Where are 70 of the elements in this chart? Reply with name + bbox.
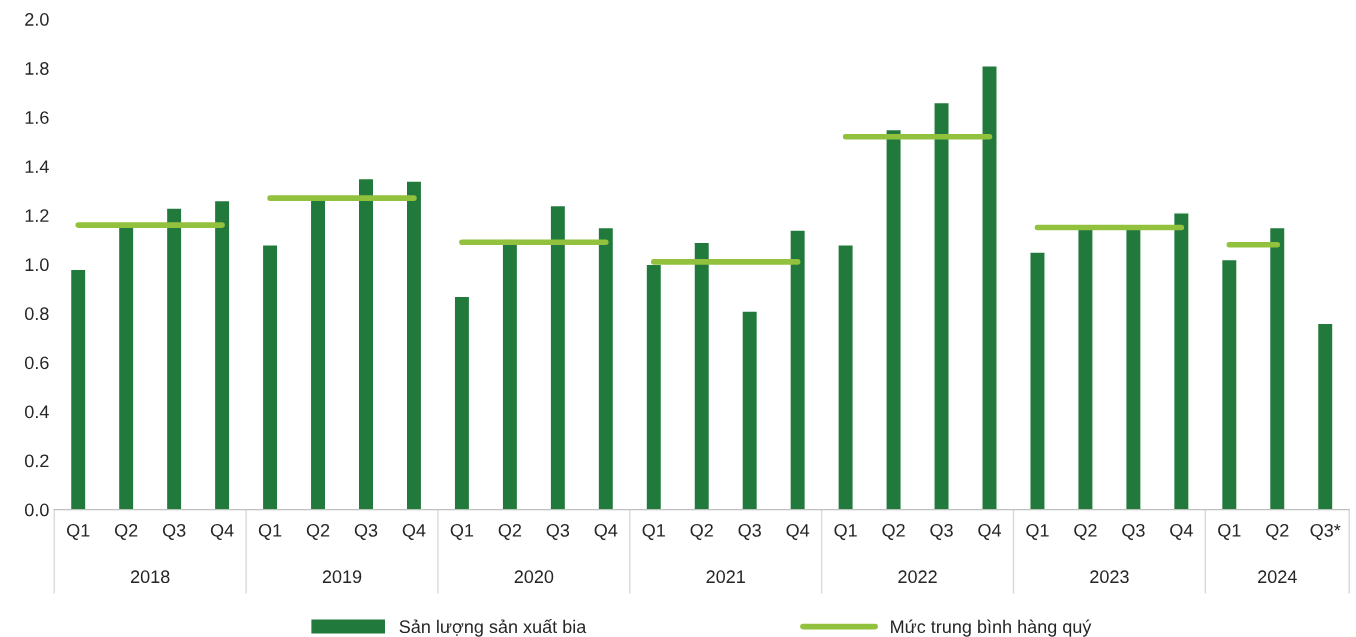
x-tick-label: Q3 — [546, 523, 570, 540]
x-tick-label: Q2 — [1074, 523, 1097, 540]
x-tick-label: Q2 — [306, 523, 330, 540]
x-tick-label: Q1 — [67, 523, 90, 540]
y-tick-label: 0.0 — [24, 503, 49, 517]
bar — [789, 229, 807, 510]
bar — [1172, 212, 1190, 510]
bar — [837, 244, 854, 510]
text: 2020 — [514, 570, 554, 584]
bar — [981, 65, 998, 510]
x-tick-label: Q4 — [594, 523, 618, 540]
x-tick-label: Q2 — [498, 523, 522, 540]
x-tick-label: Q4 — [402, 523, 426, 540]
x-tick-label: Q4 — [210, 523, 234, 540]
x-tick-label: Q1 — [642, 523, 665, 540]
text: 2022 — [898, 570, 937, 584]
x-tick-label: Q2 — [1266, 523, 1289, 540]
x-tick-label: Q1 — [1026, 523, 1049, 540]
bar — [213, 199, 231, 510]
bar — [501, 239, 519, 510]
x-tick-label: Q3 — [930, 523, 953, 540]
bar — [69, 268, 87, 510]
text: 2018 — [130, 570, 170, 584]
x-tick-label: Q1 — [1218, 523, 1241, 540]
x-tick-label: Q4 — [978, 523, 1002, 540]
y-tick-label: 1.2 — [25, 209, 49, 222]
y-tick-label: 0.4 — [24, 405, 49, 419]
bar — [597, 226, 615, 510]
x-tick-label: Q2 — [882, 523, 905, 540]
text: 2019 — [322, 570, 362, 584]
y-tick-label: 0.6 — [24, 356, 49, 370]
bar — [885, 128, 902, 510]
bar — [549, 204, 567, 510]
x-tick-label: Q1 — [834, 523, 857, 540]
x-tick-label: Q3 — [162, 523, 186, 540]
y-tick-label: 0.8 — [24, 307, 49, 321]
y-tick-label: 1.8 — [25, 62, 49, 75]
y-tick-label: 1.6 — [25, 111, 49, 124]
bar — [261, 244, 279, 510]
bar — [1029, 251, 1046, 510]
x-tick-label: Q1 — [258, 523, 282, 540]
text: 2024 — [1258, 570, 1297, 584]
legend-label: Sản lượng sản xuất bia — [399, 619, 587, 637]
bar — [1268, 226, 1286, 510]
bar — [453, 295, 471, 510]
bar — [741, 310, 759, 510]
bar — [165, 207, 183, 510]
x-tick-label: Q2 — [115, 523, 138, 540]
bar — [1316, 322, 1334, 510]
x-tick-label: Q4 — [1170, 523, 1193, 540]
x-tick-label: Q3 — [738, 523, 761, 540]
x-tick-label: Q3* — [1310, 523, 1341, 540]
bar — [357, 177, 375, 510]
text: 2023 — [1090, 570, 1129, 584]
x-tick-label: Q1 — [450, 523, 474, 540]
bar — [933, 101, 950, 510]
text: 2021 — [706, 570, 745, 584]
x-tick-label: Q3 — [354, 523, 378, 540]
x-tick-label: Q3 — [1122, 523, 1145, 540]
bar — [645, 263, 663, 510]
x-tick-label: Q2 — [690, 523, 713, 540]
y-tick-label: 1.4 — [25, 160, 49, 173]
bar — [1220, 258, 1238, 510]
y-tick-label: 2.0 — [25, 13, 49, 26]
y-tick-label: 0.2 — [24, 454, 49, 468]
x-tick-label: Q4 — [786, 523, 810, 540]
legend-label: Mức trung bình hàng quý — [891, 619, 1092, 637]
bar — [693, 241, 711, 510]
y-tick-label: 1.0 — [25, 258, 49, 272]
bar — [405, 180, 423, 510]
